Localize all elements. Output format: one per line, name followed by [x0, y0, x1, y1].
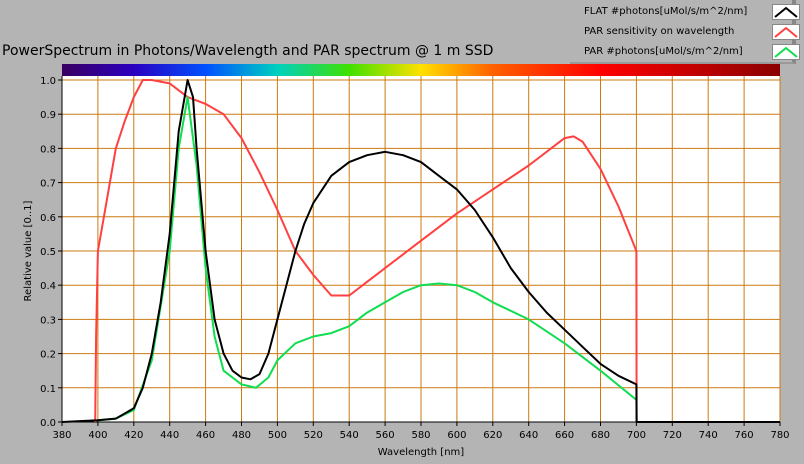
legend-label-par-photons: PAR #photons[uMol/s/m^2/nm]	[584, 46, 743, 57]
x-tick-label: 380	[52, 430, 71, 441]
series-line-par-photons	[97, 96, 638, 423]
x-tick-label: 480	[232, 430, 251, 441]
y-tick-label: 0.1	[40, 384, 56, 395]
x-tick-label: 720	[663, 430, 682, 441]
chart-title: PowerSpectrum in Photons/Wavelength and …	[2, 43, 494, 59]
x-tick-label: 420	[124, 430, 143, 441]
x-tick-label: 400	[88, 430, 107, 441]
x-tick-label: 740	[699, 430, 718, 441]
x-tick-label: 700	[627, 430, 646, 441]
x-tick-label: 780	[770, 430, 789, 441]
y-tick-label: 1.0	[40, 76, 56, 87]
series-line-flat	[61, 79, 780, 423]
x-tick-label: 620	[483, 430, 502, 441]
x-tick-label: 760	[735, 430, 754, 441]
x-tick-label: 520	[304, 430, 323, 441]
x-tick-label: 600	[447, 430, 466, 441]
x-axis-label: Wavelength [nm]	[378, 447, 464, 458]
legend-label-flat: FLAT #photons[uMol/s/m^2/nm]	[584, 6, 748, 17]
legend: FLAT #photons[uMol/s/m^2/nm] PAR sensiti…	[570, 0, 800, 64]
x-tick-label: 540	[340, 430, 359, 441]
legend-swatch-par-sensitivity[interactable]	[772, 24, 800, 40]
legend-label-par-sensitivity: PAR sensitivity on wavelength	[584, 26, 735, 37]
y-axis-label: Relative value [0..1]	[23, 200, 34, 301]
y-tick-label: 0.2	[40, 350, 56, 361]
x-tick-label: 640	[519, 430, 538, 441]
y-tick-label: 0.9	[40, 110, 56, 121]
x-tick-label: 500	[268, 430, 287, 441]
y-tick-label: 0.3	[40, 315, 56, 326]
y-tick-label: 0.4	[40, 281, 56, 292]
y-tick-label: 0.8	[40, 144, 56, 155]
y-tick-label: 0.0	[40, 418, 56, 429]
color-spectrum-bar	[62, 64, 780, 76]
y-tick-label: 0.7	[40, 179, 56, 190]
x-tick-label: 680	[591, 430, 610, 441]
y-tick-label: 0.6	[40, 213, 56, 224]
x-tick-label: 440	[160, 430, 179, 441]
x-tick-label: 660	[555, 430, 574, 441]
legend-swatch-flat[interactable]	[772, 4, 800, 20]
x-tick-label: 460	[196, 430, 215, 441]
legend-swatch-par-photons[interactable]	[772, 44, 800, 60]
x-tick-label: 560	[376, 430, 395, 441]
y-tick-label: 0.5	[40, 247, 56, 258]
x-tick-label: 580	[411, 430, 430, 441]
